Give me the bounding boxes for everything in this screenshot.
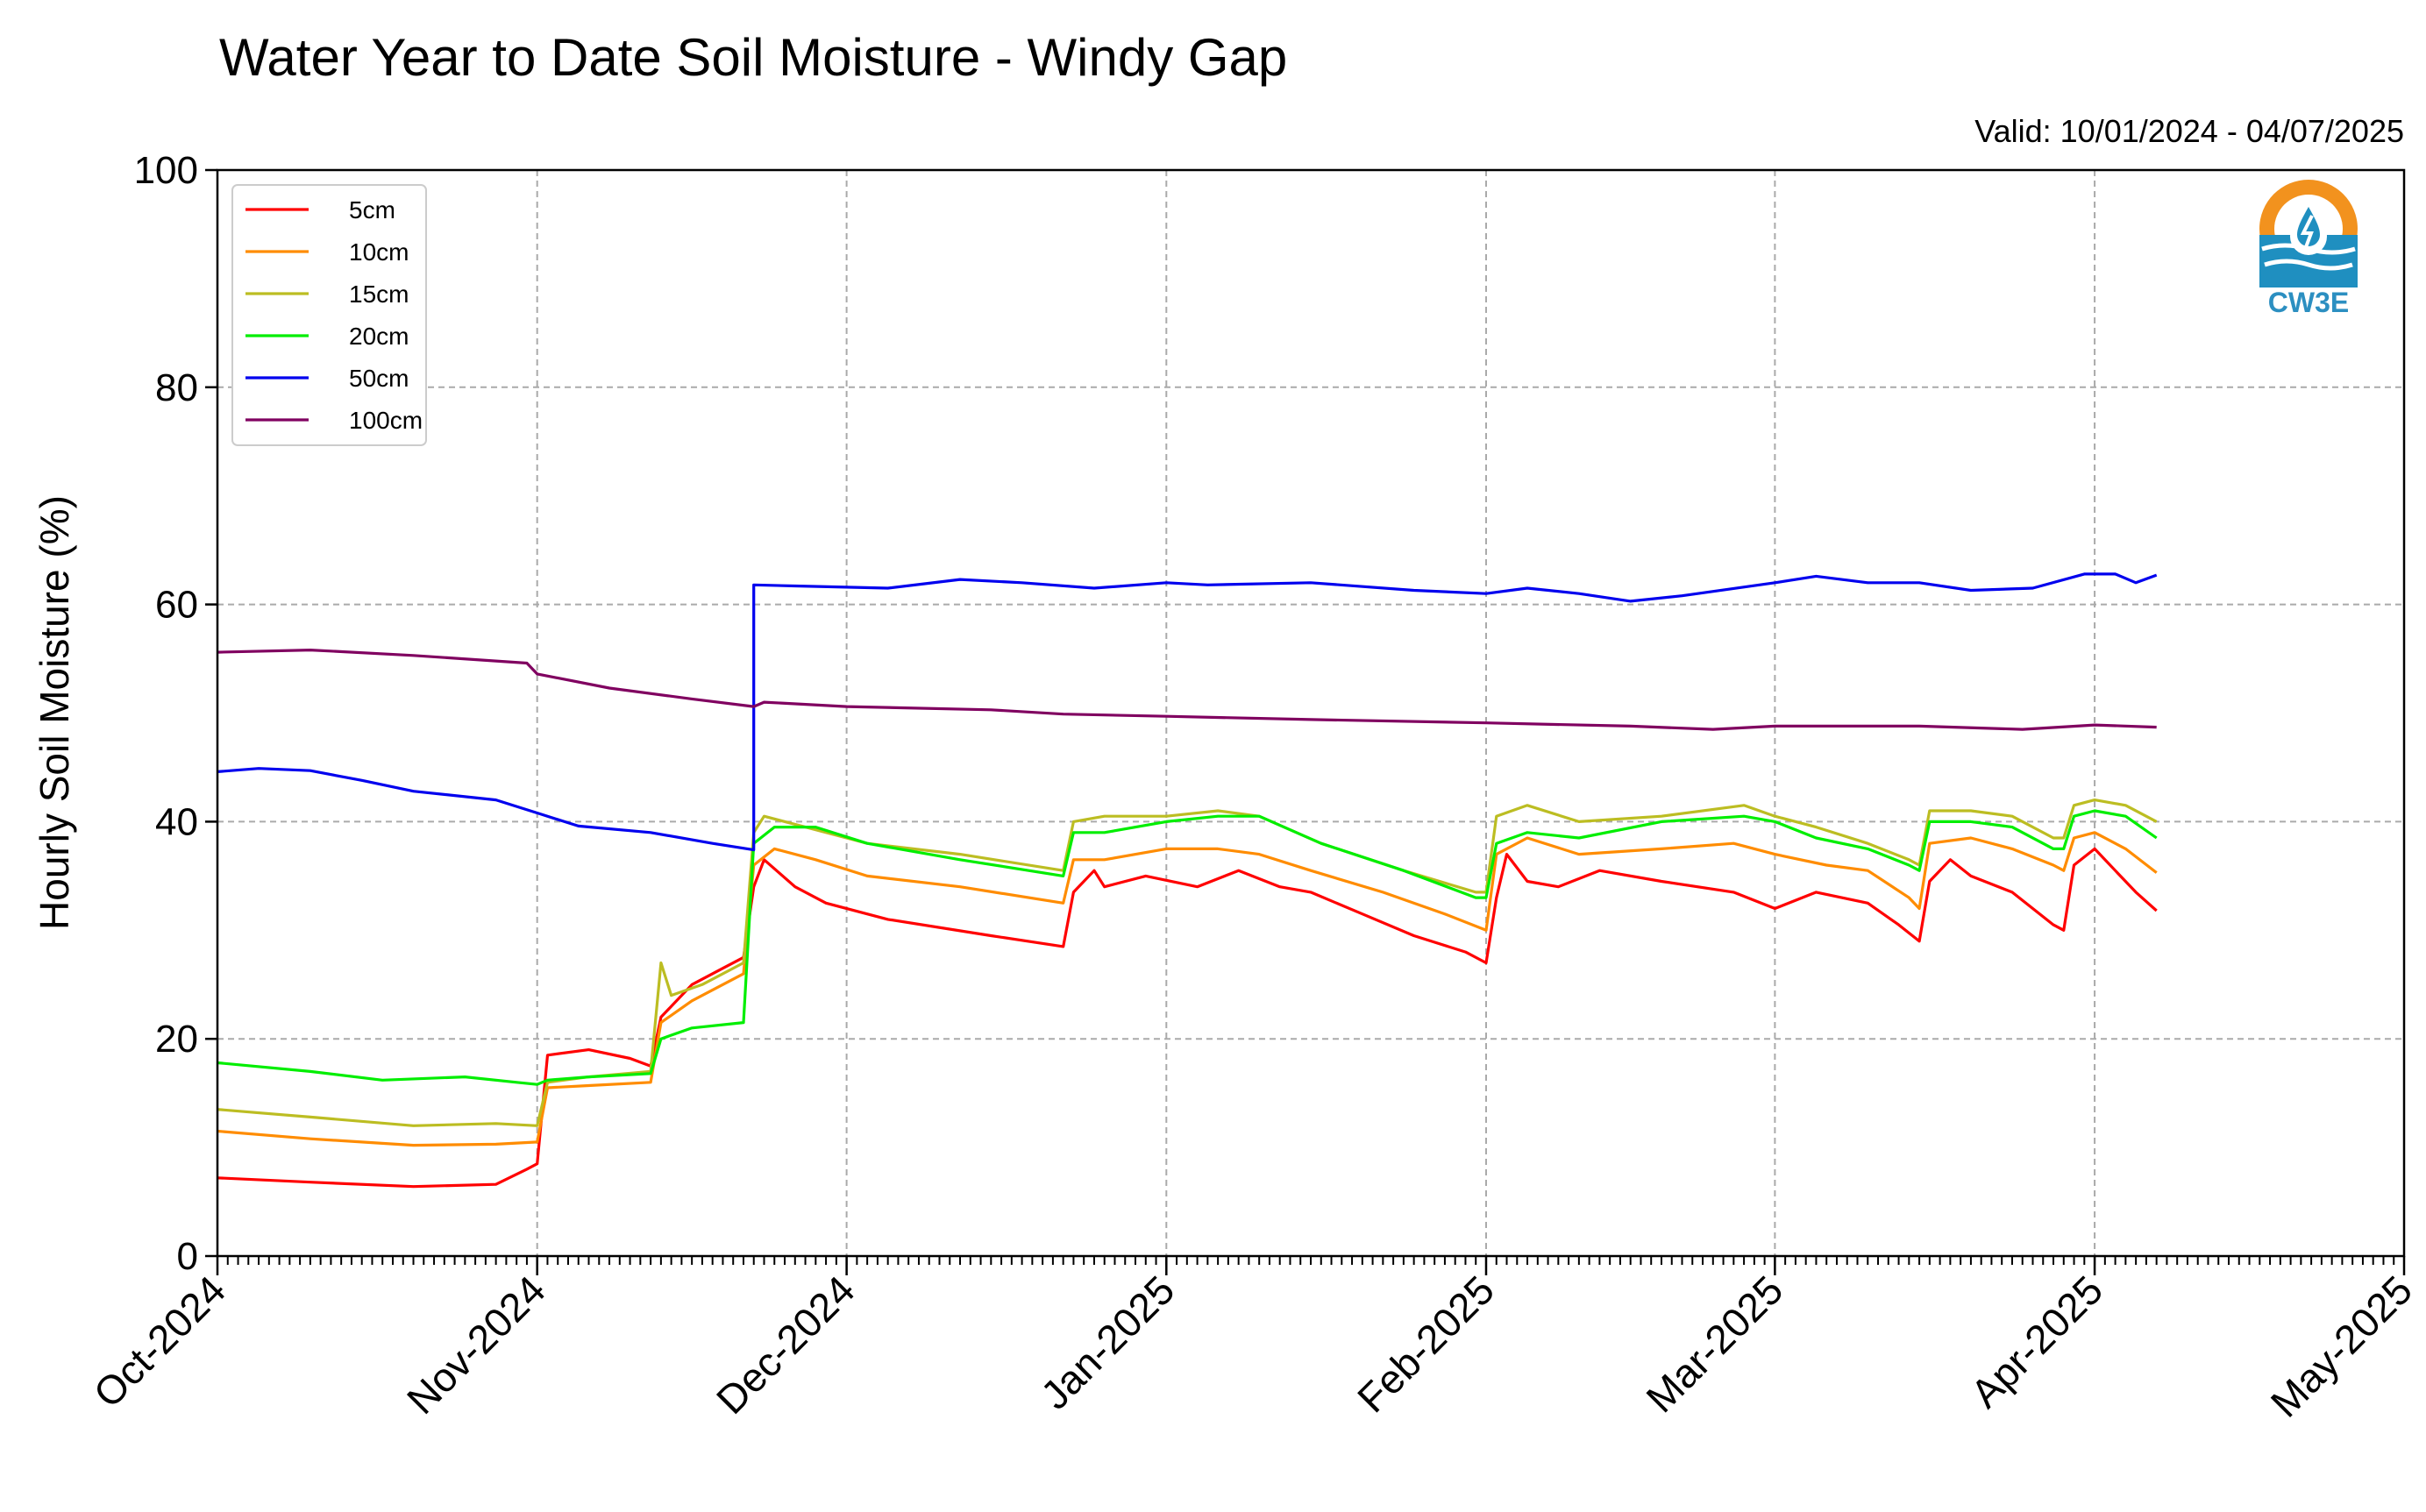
x-tick-label: Feb-2025 — [1348, 1267, 1503, 1421]
x-tick-label: Oct-2024 — [85, 1267, 235, 1416]
legend-label-5cm: 5cm — [349, 196, 395, 224]
water-drop-logo-icon — [2259, 180, 2358, 287]
legend-label-100cm: 100cm — [349, 407, 423, 434]
legend-label-15cm: 15cm — [349, 280, 409, 308]
y-tick-label: 100 — [134, 149, 198, 192]
legend-label-20cm: 20cm — [349, 323, 409, 350]
series-line-50cm — [217, 572, 2158, 852]
x-tick-label: Mar-2025 — [1637, 1267, 1791, 1421]
x-tick-label: May-2025 — [2262, 1267, 2421, 1425]
x-tick-label: Jan-2025 — [1032, 1267, 1183, 1417]
x-tick-label: Nov-2024 — [398, 1267, 554, 1423]
series-line-10cm — [217, 831, 2158, 1147]
series-line-100cm — [217, 649, 2157, 731]
chart-title: Water Year to Date Soil Moisture - Windy… — [219, 28, 1287, 87]
logo-text: CW3E — [2268, 287, 2349, 318]
x-tick-label: Apr-2025 — [1962, 1267, 2112, 1416]
legend: 5cm 10cm 15cm 20cm 50cm 100cm — [231, 184, 427, 446]
axes: 0 20 40 60 80 100 Oct-2024 Nov-2024 Dec-2024 Jan-… — [85, 149, 2422, 1426]
grid-lines — [217, 170, 2404, 1256]
legend-box — [231, 184, 427, 446]
y-tick-label: 0 — [177, 1235, 198, 1278]
legend-label-10cm: 10cm — [349, 238, 409, 266]
chart-subtitle: Valid: 10/01/2024 - 04/07/2025 — [1974, 113, 2404, 149]
series-line-20cm — [217, 809, 2158, 1086]
y-tick-label: 80 — [155, 366, 198, 409]
y-tick-label: 60 — [155, 584, 198, 627]
series-line-5cm — [217, 847, 2158, 1189]
y-tick-label: 40 — [155, 800, 198, 843]
legend-label-50cm: 50cm — [349, 365, 409, 392]
x-tick-label: Dec-2024 — [708, 1267, 864, 1423]
cw3e-logo: CW3E — [2259, 180, 2358, 318]
series-lines — [217, 572, 2158, 1189]
y-tick-label: 20 — [155, 1018, 198, 1061]
y-axis-label: Hourly Soil Moisture (%) — [32, 495, 77, 930]
